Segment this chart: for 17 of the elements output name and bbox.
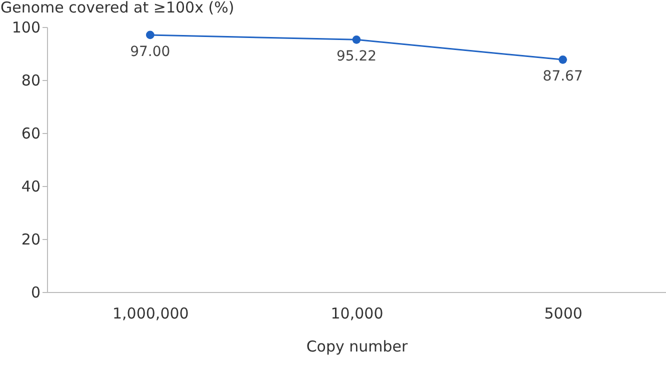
y-tick-label: 60 [21,124,40,142]
y-tick-label: 0 [30,284,40,302]
y-tick-label: 100 [12,18,40,36]
y-tick-label: 40 [21,178,40,196]
x-axis-title: Copy number [306,338,409,356]
point [352,35,361,44]
x-tick-label: 1,000,000 [112,304,189,322]
point [558,56,568,64]
x-tick-label: 5000 [544,304,582,322]
data-label: 87.67 [542,68,583,85]
y-axis-title: Genome covered at ≥100x (%) [0,0,234,16]
data-label: 95.22 [336,48,377,65]
y-tick-label: 20 [21,230,40,248]
y-tick-label: 80 [21,72,40,90]
point [146,30,154,40]
x-tick-label: 10,000 [330,304,384,322]
data-label: 97.00 [130,44,170,60]
